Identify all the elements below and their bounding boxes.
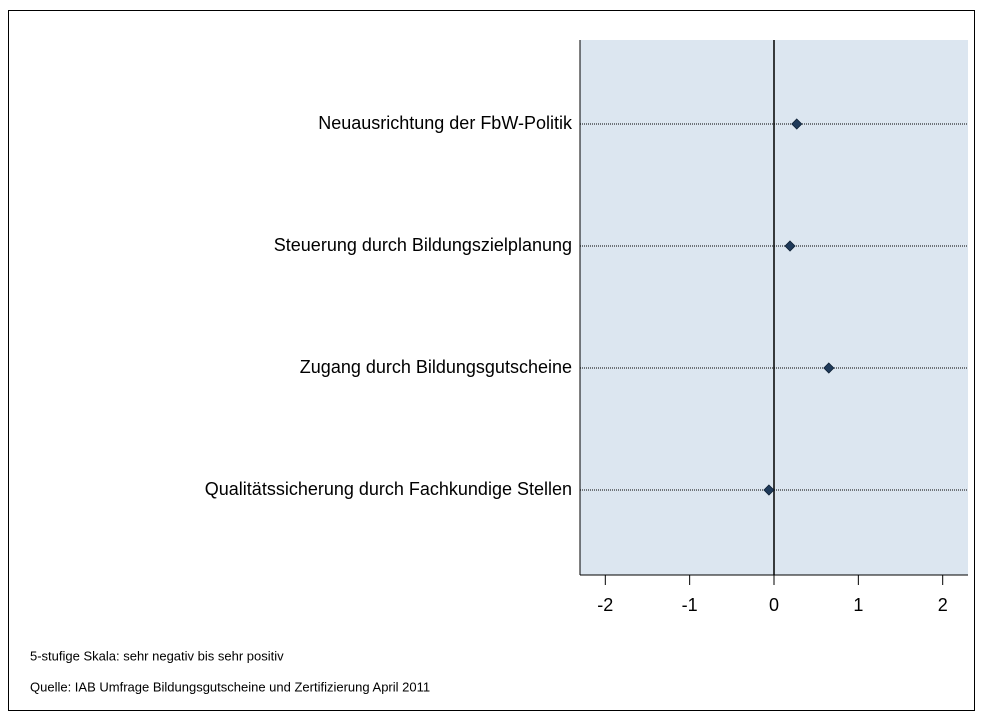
dot	[763, 484, 775, 496]
x-tick-label: 0	[769, 595, 779, 615]
category-label: Qualitätssicherung durch Fachkundige Ste…	[205, 479, 572, 499]
category-label: Steuerung durch Bildungszielplanung	[274, 235, 572, 255]
x-tick-label: 2	[938, 595, 948, 615]
footnote: Quelle: IAB Umfrage Bildungsgutscheine u…	[30, 679, 430, 694]
x-tick-label: -1	[682, 595, 698, 615]
x-tick-label: -2	[597, 595, 613, 615]
dot	[791, 118, 803, 130]
category-label: Neuausrichtung der FbW-Politik	[318, 113, 573, 133]
dot	[823, 362, 835, 374]
x-tick-label: 1	[853, 595, 863, 615]
footnote: 5-stufige Skala: sehr negativ bis sehr p…	[30, 648, 284, 663]
category-label: Zugang durch Bildungsgutscheine	[300, 357, 572, 377]
dot	[784, 240, 796, 252]
